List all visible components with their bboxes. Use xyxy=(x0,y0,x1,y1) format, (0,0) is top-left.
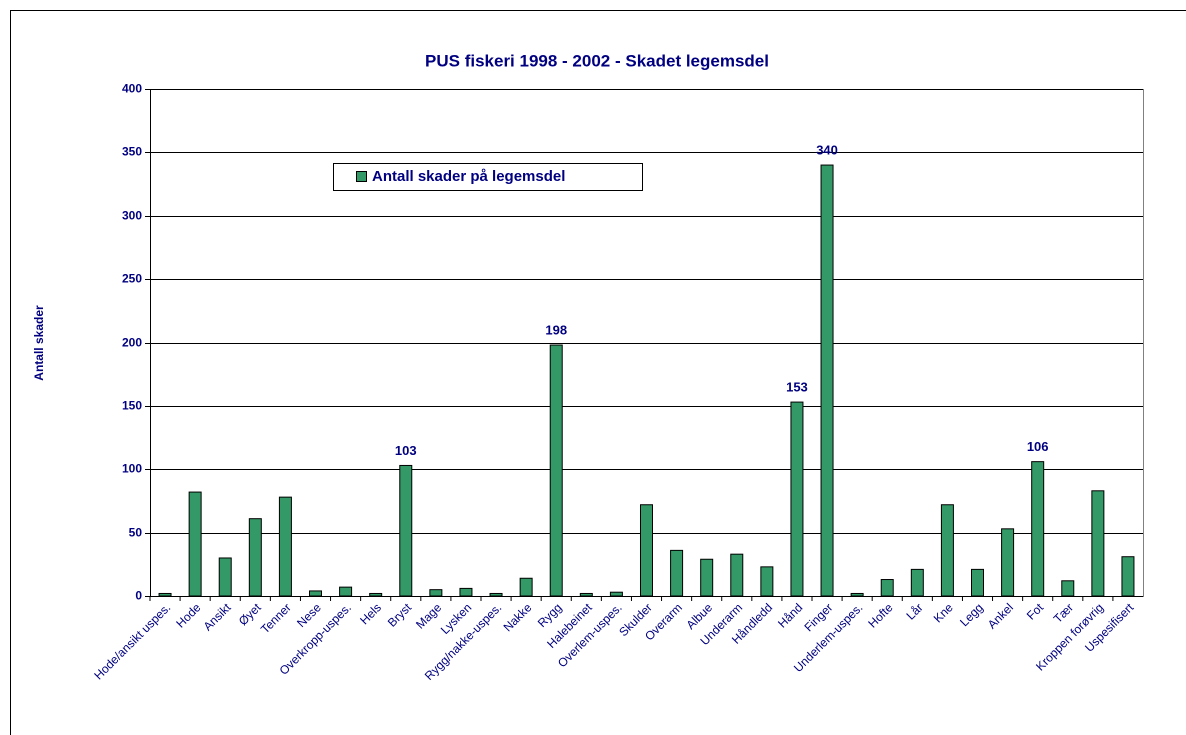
bar xyxy=(218,557,232,597)
bar xyxy=(790,401,804,597)
bar xyxy=(1061,580,1075,597)
data-label: 106 xyxy=(1027,439,1049,454)
bar xyxy=(489,592,503,597)
bar xyxy=(519,577,533,597)
y-axis-label: Antall skader xyxy=(32,305,46,381)
data-label: 153 xyxy=(786,380,808,395)
bar xyxy=(1121,556,1135,597)
bar xyxy=(1031,461,1045,597)
bar xyxy=(339,586,353,597)
y-tick-label: 100 xyxy=(122,462,142,476)
data-label: 198 xyxy=(545,322,567,337)
bar xyxy=(670,549,684,597)
bar xyxy=(399,464,413,597)
bar xyxy=(579,592,593,597)
bar xyxy=(880,579,894,597)
bar xyxy=(910,568,924,597)
data-label: 340 xyxy=(816,142,838,157)
bar xyxy=(429,589,443,597)
bar xyxy=(309,590,322,597)
y-tick-label: 0 xyxy=(135,589,142,603)
bar xyxy=(549,344,563,597)
bar xyxy=(730,553,744,597)
legend-swatch xyxy=(356,171,367,182)
y-tick-label: 150 xyxy=(122,399,142,413)
legend-label: Antall skader på legemsdel xyxy=(372,168,565,185)
bar xyxy=(971,568,984,597)
bar xyxy=(1091,490,1105,597)
bar xyxy=(158,592,172,597)
bar xyxy=(369,592,383,597)
y-tick-label: 300 xyxy=(122,209,142,223)
data-label: 103 xyxy=(395,443,417,458)
y-tick-label: 50 xyxy=(129,526,143,540)
bar xyxy=(940,504,954,597)
bar xyxy=(700,558,714,597)
y-tick-label: 250 xyxy=(122,272,142,286)
bar xyxy=(850,592,864,597)
y-tick-label: 350 xyxy=(122,145,142,159)
y-tick-label: 200 xyxy=(122,336,142,350)
bar xyxy=(188,491,202,597)
bar xyxy=(609,591,623,597)
bar xyxy=(248,518,262,597)
bar xyxy=(459,587,473,597)
chart-title: PUS fiskeri 1998 - 2002 - Skadet legemsd… xyxy=(425,51,769,70)
y-tick-label: 400 xyxy=(122,82,142,96)
bar xyxy=(1001,528,1015,597)
bar xyxy=(820,164,834,597)
bar xyxy=(640,504,653,597)
bar xyxy=(278,496,292,597)
bar xyxy=(760,566,774,597)
legend-box xyxy=(333,163,643,191)
